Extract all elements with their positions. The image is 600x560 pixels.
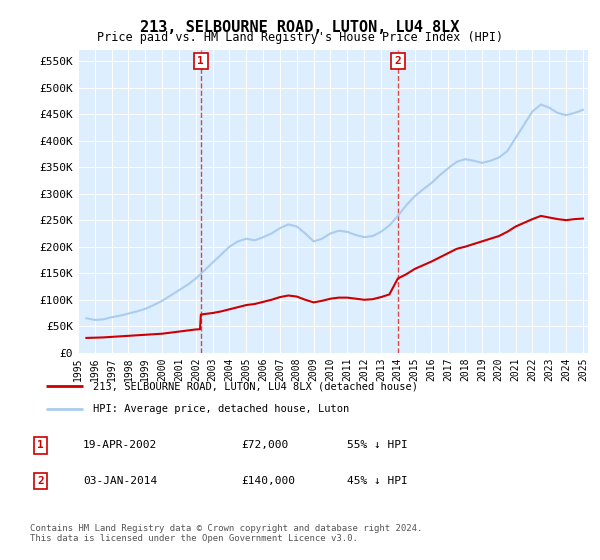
Text: 2: 2 xyxy=(37,476,44,486)
Text: 1: 1 xyxy=(197,56,204,66)
Text: 2: 2 xyxy=(394,56,401,66)
Text: Contains HM Land Registry data © Crown copyright and database right 2024.
This d: Contains HM Land Registry data © Crown c… xyxy=(30,524,422,543)
Text: £72,000: £72,000 xyxy=(241,440,289,450)
Text: £140,000: £140,000 xyxy=(241,476,295,486)
Text: Price paid vs. HM Land Registry's House Price Index (HPI): Price paid vs. HM Land Registry's House … xyxy=(97,31,503,44)
Text: 1: 1 xyxy=(37,440,44,450)
Text: 19-APR-2002: 19-APR-2002 xyxy=(83,440,157,450)
Text: 45% ↓ HPI: 45% ↓ HPI xyxy=(347,476,407,486)
Text: 55% ↓ HPI: 55% ↓ HPI xyxy=(347,440,407,450)
Text: HPI: Average price, detached house, Luton: HPI: Average price, detached house, Luto… xyxy=(94,404,350,414)
Text: 213, SELBOURNE ROAD, LUTON, LU4 8LX (detached house): 213, SELBOURNE ROAD, LUTON, LU4 8LX (det… xyxy=(94,381,418,391)
Text: 03-JAN-2014: 03-JAN-2014 xyxy=(83,476,157,486)
Text: 213, SELBOURNE ROAD, LUTON, LU4 8LX: 213, SELBOURNE ROAD, LUTON, LU4 8LX xyxy=(140,20,460,35)
